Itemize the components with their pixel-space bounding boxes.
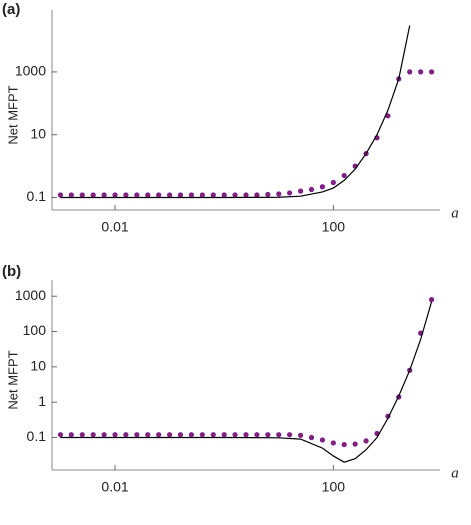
data-point	[101, 192, 107, 198]
data-point	[232, 192, 238, 198]
data-point	[145, 192, 150, 198]
y-tick-label: 100	[23, 322, 47, 338]
data-point	[90, 432, 96, 437]
panel-label: (a)	[2, 1, 20, 18]
data-point	[254, 192, 260, 198]
data-point	[352, 441, 358, 447]
y-axis-label: Net MFPT	[5, 350, 20, 409]
data-point	[189, 432, 194, 437]
data-point	[331, 440, 336, 446]
data-point	[80, 192, 85, 198]
data-point	[58, 192, 63, 198]
x-axis-label: a	[451, 465, 459, 481]
data-point	[407, 69, 412, 75]
data-point	[221, 432, 227, 437]
data-point	[112, 192, 118, 198]
data-point	[167, 432, 172, 437]
data-point	[178, 432, 183, 437]
data-point	[331, 180, 336, 185]
data-point	[429, 69, 434, 75]
data-point	[134, 432, 140, 437]
data-point	[429, 297, 434, 302]
panel-label: (b)	[2, 263, 21, 280]
data-point	[189, 192, 194, 198]
data-point	[320, 437, 325, 443]
y-tick-label: 1000	[15, 63, 46, 79]
data-point	[167, 192, 172, 198]
data-point	[211, 432, 216, 437]
data-point	[69, 192, 74, 198]
data-point	[69, 432, 74, 437]
data-point	[90, 192, 96, 198]
y-tick-label: 0.1	[27, 428, 47, 444]
data-point	[298, 433, 303, 438]
data-point	[243, 192, 249, 198]
data-point	[385, 113, 391, 119]
data-point	[221, 192, 227, 198]
data-point	[309, 187, 314, 192]
data-point	[363, 438, 369, 444]
data-point	[341, 442, 347, 447]
y-tick-label: 1	[38, 393, 46, 409]
x-tick-label: 100	[322, 479, 346, 495]
data-point	[200, 192, 205, 198]
data-point	[211, 192, 216, 198]
y-tick-label: 10	[30, 125, 46, 141]
y-axis-label: Net MFPT	[5, 85, 20, 144]
data-point	[265, 432, 271, 437]
data-point	[418, 69, 423, 75]
data-point	[178, 192, 183, 198]
data-point	[232, 432, 238, 437]
data-point	[254, 432, 260, 437]
data-point	[58, 432, 63, 437]
curve	[60, 25, 411, 199]
data-point	[123, 192, 129, 198]
data-point	[112, 432, 118, 437]
data-point	[200, 432, 205, 437]
y-tick-label: 1000	[15, 287, 46, 303]
data-point	[276, 191, 281, 197]
data-point	[123, 432, 129, 437]
data-point	[309, 435, 314, 440]
data-point	[265, 192, 271, 197]
x-tick-label: 0.01	[101, 479, 128, 495]
data-point	[156, 432, 161, 437]
data-point	[320, 184, 325, 189]
data-point	[80, 432, 85, 437]
data-point	[243, 432, 249, 437]
y-tick-label: 10	[30, 358, 46, 374]
data-point	[276, 432, 281, 437]
data-point	[156, 192, 161, 198]
curve	[60, 301, 433, 463]
data-point	[134, 192, 140, 198]
data-point	[287, 190, 292, 196]
data-point	[298, 188, 303, 194]
y-tick-label: 0.1	[27, 188, 47, 204]
data-point	[287, 432, 292, 437]
data-point	[101, 432, 107, 437]
x-tick-label: 0.01	[101, 219, 128, 235]
x-tick-label: 100	[322, 219, 346, 235]
data-point	[145, 432, 150, 437]
data-point	[341, 173, 347, 178]
x-axis-label: a	[451, 205, 459, 221]
